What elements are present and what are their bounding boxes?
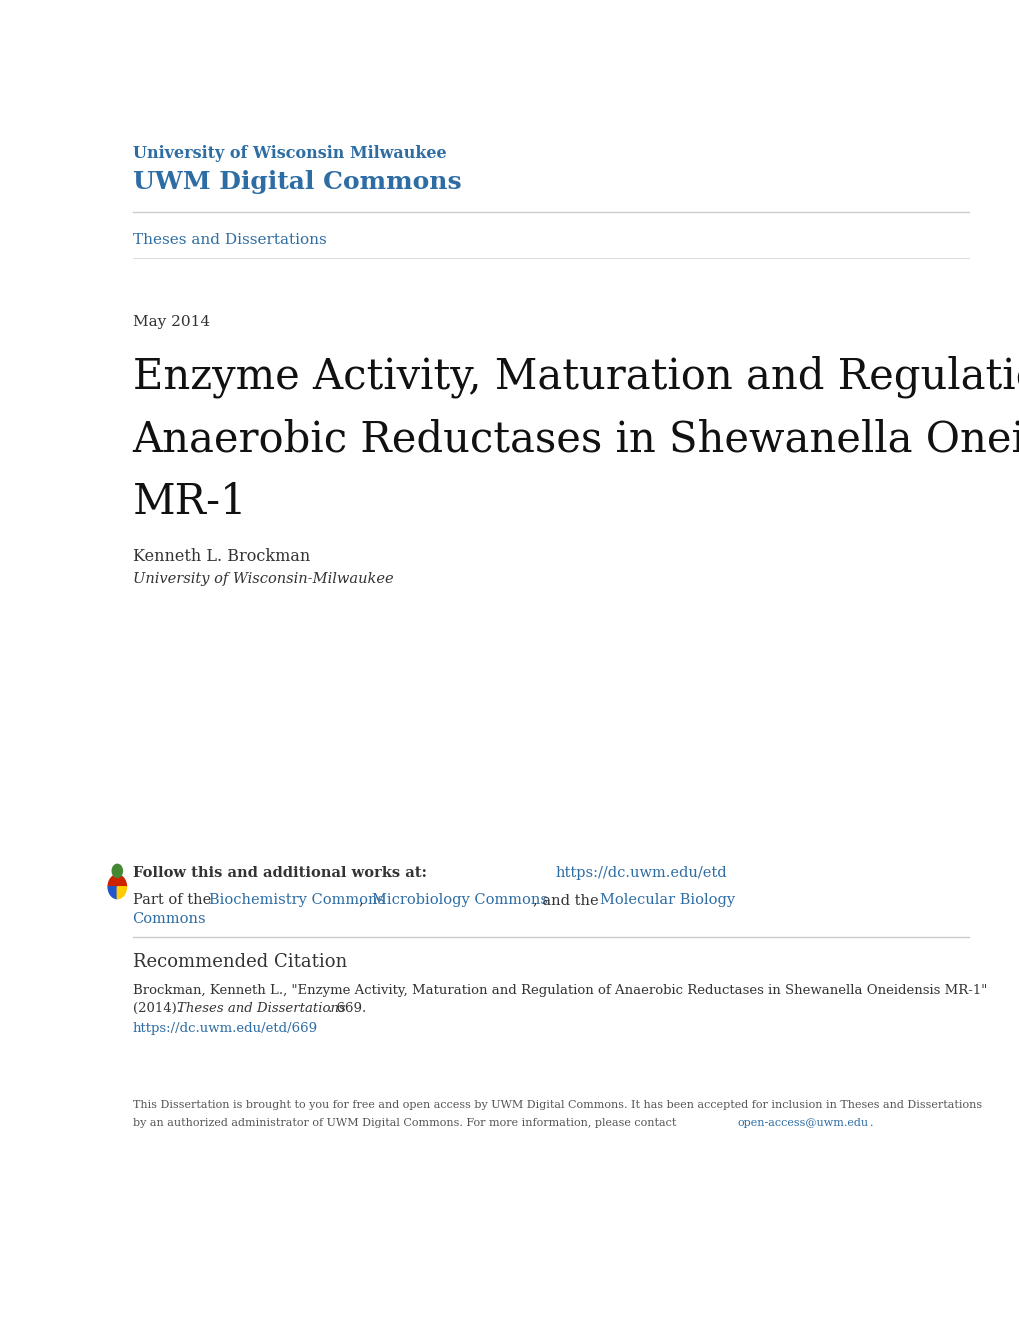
- Text: Microbiology Commons: Microbiology Commons: [372, 894, 548, 907]
- Text: Biochemistry Commons: Biochemistry Commons: [209, 894, 385, 907]
- Wedge shape: [108, 887, 117, 899]
- Text: Recommended Citation: Recommended Citation: [132, 953, 346, 972]
- Circle shape: [112, 865, 122, 878]
- Text: Part of the: Part of the: [132, 894, 215, 907]
- Text: Commons: Commons: [132, 912, 206, 927]
- Text: . 669.: . 669.: [328, 1002, 367, 1015]
- Text: Kenneth L. Brockman: Kenneth L. Brockman: [132, 548, 310, 565]
- Text: Brockman, Kenneth L., "Enzyme Activity, Maturation and Regulation of Anaerobic R: Brockman, Kenneth L., "Enzyme Activity, …: [132, 983, 986, 997]
- Text: Follow this and additional works at:: Follow this and additional works at:: [132, 866, 431, 880]
- Text: open-access@uwm.edu: open-access@uwm.edu: [737, 1118, 868, 1129]
- Text: https://dc.uwm.edu/etd/669: https://dc.uwm.edu/etd/669: [132, 1022, 317, 1035]
- Text: https://dc.uwm.edu/etd: https://dc.uwm.edu/etd: [555, 866, 727, 880]
- Text: This Dissertation is brought to you for free and open access by UWM Digital Comm: This Dissertation is brought to you for …: [132, 1100, 980, 1110]
- Text: May 2014: May 2014: [132, 315, 210, 329]
- Text: .: .: [869, 1118, 872, 1129]
- Text: , and the: , and the: [533, 894, 603, 907]
- Text: Theses and Dissertations: Theses and Dissertations: [177, 1002, 345, 1015]
- Text: University of Wisconsin Milwaukee: University of Wisconsin Milwaukee: [132, 145, 445, 162]
- Text: (2014).: (2014).: [132, 1002, 184, 1015]
- Text: MR-1: MR-1: [132, 480, 247, 523]
- Text: ,: ,: [359, 894, 368, 907]
- Text: UWM Digital Commons: UWM Digital Commons: [132, 170, 461, 194]
- Text: Theses and Dissertations: Theses and Dissertations: [132, 234, 326, 247]
- Text: Anaerobic Reductases in Shewanella Oneidensis: Anaerobic Reductases in Shewanella Oneid…: [132, 418, 1019, 459]
- Wedge shape: [108, 875, 126, 887]
- Text: Molecular Biology: Molecular Biology: [599, 894, 734, 907]
- Text: University of Wisconsin-Milwaukee: University of Wisconsin-Milwaukee: [132, 572, 393, 586]
- Wedge shape: [117, 887, 126, 899]
- Text: Enzyme Activity, Maturation and Regulation of: Enzyme Activity, Maturation and Regulati…: [132, 355, 1019, 397]
- Text: by an authorized administrator of UWM Digital Commons. For more information, ple: by an authorized administrator of UWM Di…: [132, 1118, 679, 1129]
